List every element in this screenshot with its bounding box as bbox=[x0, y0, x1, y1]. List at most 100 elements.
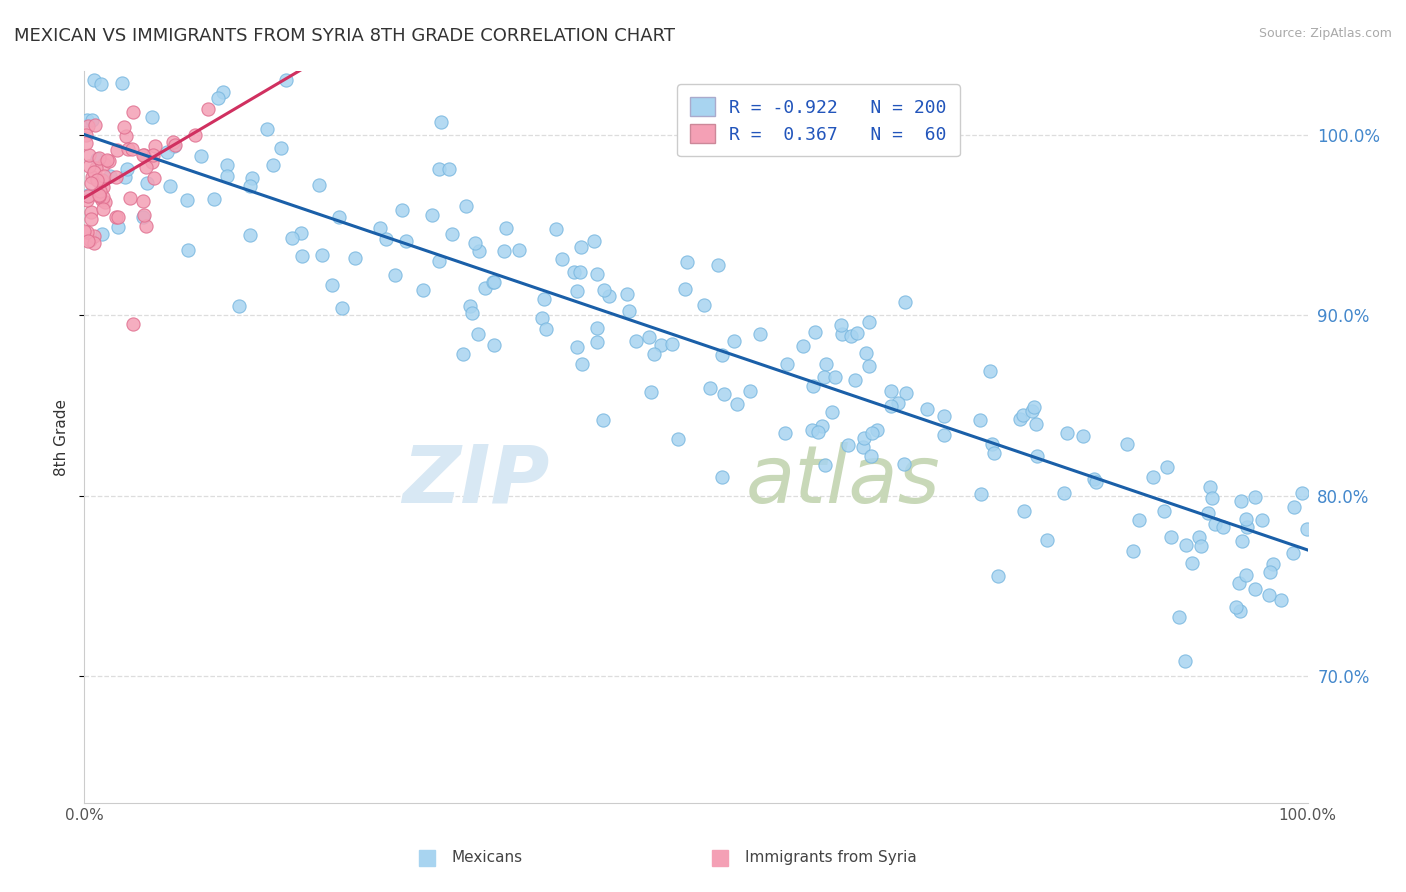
Legend: R = -0.922   N = 200, R =  0.367   N =  60: R = -0.922 N = 200, R = 0.367 N = 60 bbox=[678, 84, 959, 156]
Point bbox=[970, 487, 993, 501]
Point bbox=[89, 184, 111, 198]
Point bbox=[112, 120, 135, 134]
Point bbox=[91, 173, 114, 187]
Point bbox=[830, 318, 852, 333]
Point bbox=[824, 370, 846, 384]
Point bbox=[1229, 604, 1251, 618]
Text: Mexicans: Mexicans bbox=[451, 850, 523, 865]
Point bbox=[551, 252, 574, 267]
Point bbox=[979, 364, 1001, 378]
Point bbox=[1189, 539, 1212, 553]
Point bbox=[666, 432, 689, 446]
Text: atlas: atlas bbox=[745, 442, 941, 520]
Point bbox=[1008, 412, 1031, 426]
Point bbox=[844, 373, 866, 387]
Point bbox=[932, 409, 955, 424]
Point bbox=[1083, 472, 1105, 486]
Y-axis label: 8th Grade: 8th Grade bbox=[53, 399, 69, 475]
Point bbox=[79, 176, 101, 190]
Point bbox=[887, 396, 910, 410]
Point bbox=[274, 73, 297, 87]
Point bbox=[713, 387, 735, 401]
Point bbox=[1156, 460, 1178, 475]
Point bbox=[156, 145, 179, 159]
Point bbox=[626, 334, 648, 349]
Point bbox=[582, 235, 605, 249]
Point bbox=[592, 283, 614, 297]
Point bbox=[1053, 486, 1076, 500]
Point bbox=[96, 153, 118, 167]
Point bbox=[368, 220, 391, 235]
Point bbox=[1232, 533, 1254, 548]
Point bbox=[1025, 450, 1047, 464]
Point bbox=[83, 73, 105, 87]
Point bbox=[190, 149, 212, 163]
Point bbox=[846, 326, 869, 340]
Point bbox=[132, 211, 155, 225]
Point bbox=[643, 347, 665, 361]
Point bbox=[1116, 437, 1139, 451]
Point bbox=[693, 298, 716, 312]
Point bbox=[481, 275, 503, 289]
Point bbox=[569, 240, 592, 254]
Point bbox=[699, 382, 721, 396]
Point bbox=[111, 76, 134, 90]
Point bbox=[598, 289, 620, 303]
Point bbox=[673, 282, 696, 296]
Point bbox=[1227, 576, 1250, 591]
Point bbox=[1197, 506, 1219, 520]
Point bbox=[80, 205, 103, 219]
Point bbox=[79, 147, 101, 161]
Point bbox=[482, 338, 505, 352]
Point bbox=[239, 178, 262, 193]
Point bbox=[851, 440, 873, 454]
Point bbox=[91, 194, 114, 208]
Point bbox=[114, 169, 136, 184]
Point bbox=[84, 161, 107, 175]
Point bbox=[1188, 530, 1211, 544]
Point bbox=[1244, 582, 1267, 597]
Point bbox=[91, 227, 114, 241]
Point bbox=[256, 122, 278, 136]
Point bbox=[79, 234, 101, 248]
Point bbox=[132, 148, 155, 162]
Point bbox=[1291, 486, 1313, 500]
Point bbox=[1234, 512, 1257, 526]
Point bbox=[86, 173, 108, 187]
Point bbox=[75, 136, 97, 150]
Point bbox=[855, 345, 877, 359]
Point bbox=[84, 119, 107, 133]
Point bbox=[915, 402, 938, 417]
Point bbox=[661, 336, 683, 351]
Point bbox=[837, 438, 859, 452]
Point bbox=[117, 142, 139, 156]
Point bbox=[710, 470, 733, 484]
Point bbox=[866, 423, 889, 437]
Point bbox=[384, 268, 406, 282]
Point bbox=[122, 104, 145, 119]
Text: Source: ZipAtlas.com: Source: ZipAtlas.com bbox=[1258, 27, 1392, 40]
Point bbox=[142, 148, 165, 162]
Point bbox=[1012, 408, 1035, 422]
Text: MEXICAN VS IMMIGRANTS FROM SYRIA 8TH GRADE CORRELATION CHART: MEXICAN VS IMMIGRANTS FROM SYRIA 8TH GRA… bbox=[14, 27, 675, 45]
Point bbox=[76, 225, 98, 239]
Point bbox=[1270, 592, 1292, 607]
Point bbox=[460, 299, 482, 313]
Point bbox=[494, 244, 516, 258]
Point bbox=[534, 322, 557, 336]
Point bbox=[80, 212, 103, 227]
Point bbox=[468, 244, 491, 259]
Text: ZIP: ZIP bbox=[402, 442, 550, 520]
Point bbox=[1295, 523, 1317, 537]
Point bbox=[1071, 429, 1094, 443]
Point bbox=[894, 385, 917, 400]
Point bbox=[1084, 475, 1107, 490]
Point bbox=[330, 301, 353, 315]
Point bbox=[89, 189, 111, 203]
Point bbox=[132, 208, 155, 222]
Point bbox=[91, 190, 114, 204]
Point bbox=[1230, 494, 1253, 508]
Point bbox=[1261, 557, 1284, 571]
Point bbox=[544, 222, 567, 236]
Point bbox=[343, 251, 366, 265]
